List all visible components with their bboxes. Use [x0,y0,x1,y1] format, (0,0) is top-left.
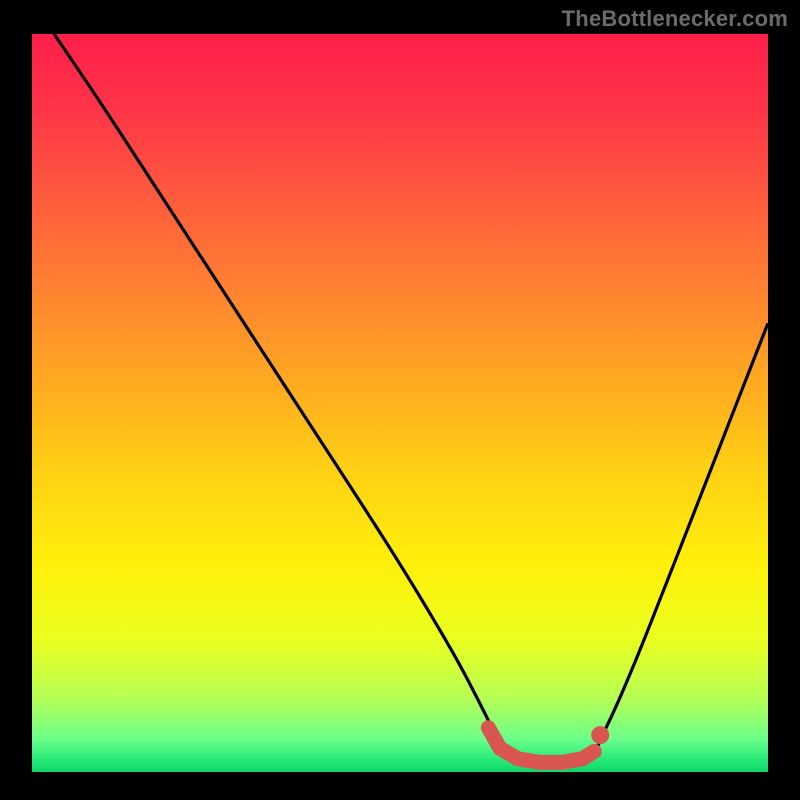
bottleneck-chart [0,0,800,800]
optimal-point-marker [591,726,609,744]
gradient-background [32,34,768,772]
plot-area [32,34,768,772]
attribution-text: TheBottlenecker.com [562,6,788,32]
